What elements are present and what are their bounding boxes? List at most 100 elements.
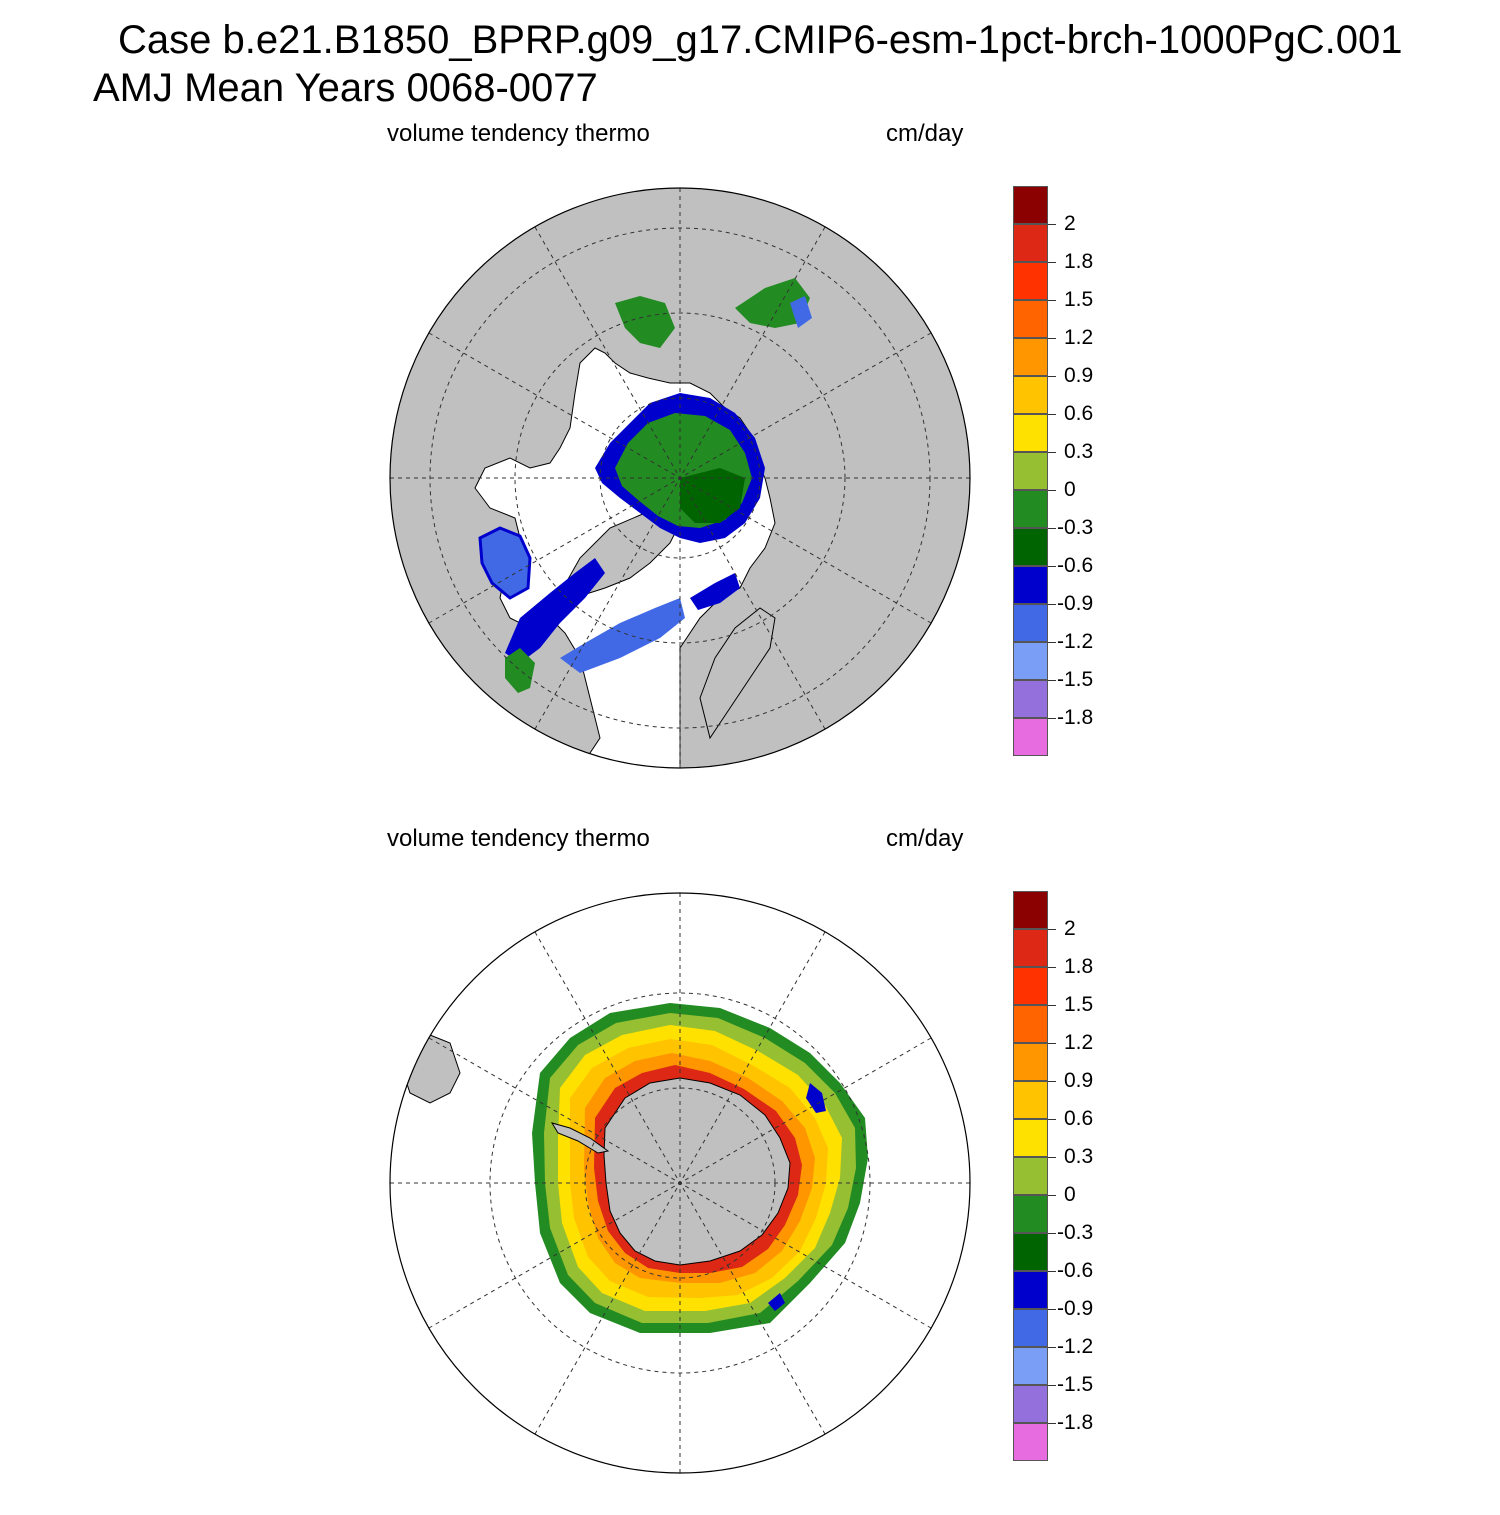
colorbar-tick xyxy=(1048,967,1056,968)
colorbar-tick xyxy=(1048,566,1056,567)
colorbar-swatch xyxy=(1013,1271,1048,1309)
colorbar-tick xyxy=(1048,1309,1056,1310)
colorbar-tick-label: 1.5 xyxy=(1064,993,1094,1016)
colorbar-tick-label: 0.6 xyxy=(1064,402,1094,425)
colorbar-tick-label: 1.8 xyxy=(1064,955,1094,978)
colorbar-swatch xyxy=(1013,1043,1048,1081)
colorbar-tick xyxy=(1048,262,1056,263)
colorbar-tick-label: -0.6 xyxy=(1057,554,1094,577)
south-ice-blue-ross xyxy=(768,1293,785,1311)
colorbar-tick-label: -0.6 xyxy=(1057,1259,1094,1282)
south-colorbar: 2 1.8 1.5 1.2 0.9 0.6 0.3 0 -0.3 -0.6 -0.9 -1.2 -1.5… xyxy=(1013,891,1133,1471)
colorbar-tick xyxy=(1048,1195,1056,1196)
figure-title-case: Case b.e21.B1850_BPRP.g09_g17.CMIP6-esm-… xyxy=(118,18,1403,62)
panel-north-units-label: cm/day xyxy=(886,120,964,147)
colorbar-tick xyxy=(1048,528,1056,529)
colorbar-tick xyxy=(1048,224,1056,225)
colorbar-tick-label: 0.9 xyxy=(1064,364,1094,387)
north-ice-baffin xyxy=(505,558,605,663)
north-ice-labrador xyxy=(505,648,535,693)
colorbar-tick xyxy=(1048,680,1056,681)
colorbar-tick xyxy=(1048,414,1056,415)
south-graticule xyxy=(390,893,970,1473)
colorbar-tick xyxy=(1048,376,1056,377)
south-ice-blue-east xyxy=(806,1083,826,1113)
colorbar-tick-label: 1.2 xyxy=(1064,326,1094,349)
colorbar-tick xyxy=(1048,1157,1056,1158)
north-ice-okhotsk xyxy=(735,278,810,328)
colorbar-swatch xyxy=(1013,1005,1048,1043)
colorbar-tick xyxy=(1048,642,1056,643)
colorbar-tick-label: -1.8 xyxy=(1057,1411,1094,1434)
south-land-antarctica xyxy=(603,1077,791,1266)
colorbar-swatch xyxy=(1013,1119,1048,1157)
colorbar-tick xyxy=(1048,1233,1056,1234)
colorbar-swatch xyxy=(1013,224,1048,262)
north-graticule xyxy=(390,188,970,768)
north-ice-barents xyxy=(690,573,740,610)
colorbar-swatch xyxy=(1013,967,1048,1005)
north-ice-arctic-dark xyxy=(680,468,745,523)
colorbar-tick-label: -1.2 xyxy=(1057,630,1094,653)
colorbar-swatch xyxy=(1013,604,1048,642)
colorbar-swatch xyxy=(1013,376,1048,414)
north-map-border xyxy=(389,187,971,769)
north-colorbar: 2 1.8 1.5 1.2 0.9 0.6 0.3 0 -0.3 -0.6 -0.9 -1.2 -1.5… xyxy=(1013,186,1133,766)
colorbar-swatch xyxy=(1013,300,1048,338)
colorbar-tick xyxy=(1048,604,1056,605)
colorbar-swatch xyxy=(1013,186,1048,224)
colorbar-tick-label: -0.9 xyxy=(1057,1297,1094,1320)
colorbar-swatch xyxy=(1013,718,1048,756)
colorbar-tick-label: 2 xyxy=(1064,212,1076,235)
colorbar-swatch xyxy=(1013,1157,1048,1195)
colorbar-tick xyxy=(1048,929,1056,930)
colorbar-tick-label: 1.5 xyxy=(1064,288,1094,311)
north-ice-hudson xyxy=(478,526,532,600)
colorbar-swatch xyxy=(1013,490,1048,528)
south-land-peninsula xyxy=(550,1122,610,1154)
colorbar-tick-label: -1.2 xyxy=(1057,1335,1094,1358)
colorbar-swatch xyxy=(1013,1347,1048,1385)
colorbar-tick-label: -1.5 xyxy=(1057,668,1094,691)
panel-south: volume tendency thermo cm/day xyxy=(0,815,1500,1515)
colorbar-tick-label: 0.3 xyxy=(1064,1145,1094,1168)
north-land-scandinavia xyxy=(699,607,776,740)
colorbar-tick xyxy=(1048,490,1056,491)
colorbar-swatch xyxy=(1013,1195,1048,1233)
panel-south-units-label: cm/day xyxy=(886,825,964,852)
colorbar-swatch xyxy=(1013,338,1048,376)
colorbar-swatch xyxy=(1013,1423,1048,1461)
figure-title-period: AMJ Mean Years 0068-0077 xyxy=(93,66,598,110)
colorbar-tick-label: 0 xyxy=(1064,1183,1076,1206)
colorbar-tick-label: 1.2 xyxy=(1064,1031,1094,1054)
colorbar-tick-label: -0.3 xyxy=(1057,1221,1094,1244)
colorbar-tick xyxy=(1048,338,1056,339)
panel-south-variable-label: volume tendency thermo xyxy=(387,825,650,852)
colorbar-tick xyxy=(1048,1081,1056,1082)
panel-north-variable-label: volume tendency thermo xyxy=(387,120,650,147)
north-ice-greenland-east xyxy=(560,598,685,673)
north-ice-okhotsk-blue xyxy=(790,296,812,328)
colorbar-tick xyxy=(1048,1423,1056,1424)
colorbar-tick-label: 1.8 xyxy=(1064,250,1094,273)
north-polar-map xyxy=(389,187,971,769)
colorbar-swatch xyxy=(1013,642,1048,680)
colorbar-tick xyxy=(1048,300,1056,301)
south-map-border xyxy=(389,892,971,1474)
colorbar-swatch xyxy=(1013,1385,1048,1423)
colorbar-tick xyxy=(1048,1119,1056,1120)
colorbar-swatch xyxy=(1013,1233,1048,1271)
colorbar-tick-label: 0.9 xyxy=(1064,1069,1094,1092)
colorbar-tick xyxy=(1048,1385,1056,1386)
colorbar-tick-label: 0 xyxy=(1064,478,1076,501)
colorbar-tick xyxy=(1048,1347,1056,1348)
colorbar-swatch xyxy=(1013,1309,1048,1347)
colorbar-tick-label: -1.8 xyxy=(1057,706,1094,729)
colorbar-swatch xyxy=(1013,929,1048,967)
colorbar-swatch xyxy=(1013,1081,1048,1119)
north-ice-bering xyxy=(615,296,675,348)
colorbar-tick-label: 2 xyxy=(1064,917,1076,940)
colorbar-tick-label: -1.5 xyxy=(1057,1373,1094,1396)
colorbar-tick xyxy=(1048,1271,1056,1272)
colorbar-swatch xyxy=(1013,566,1048,604)
